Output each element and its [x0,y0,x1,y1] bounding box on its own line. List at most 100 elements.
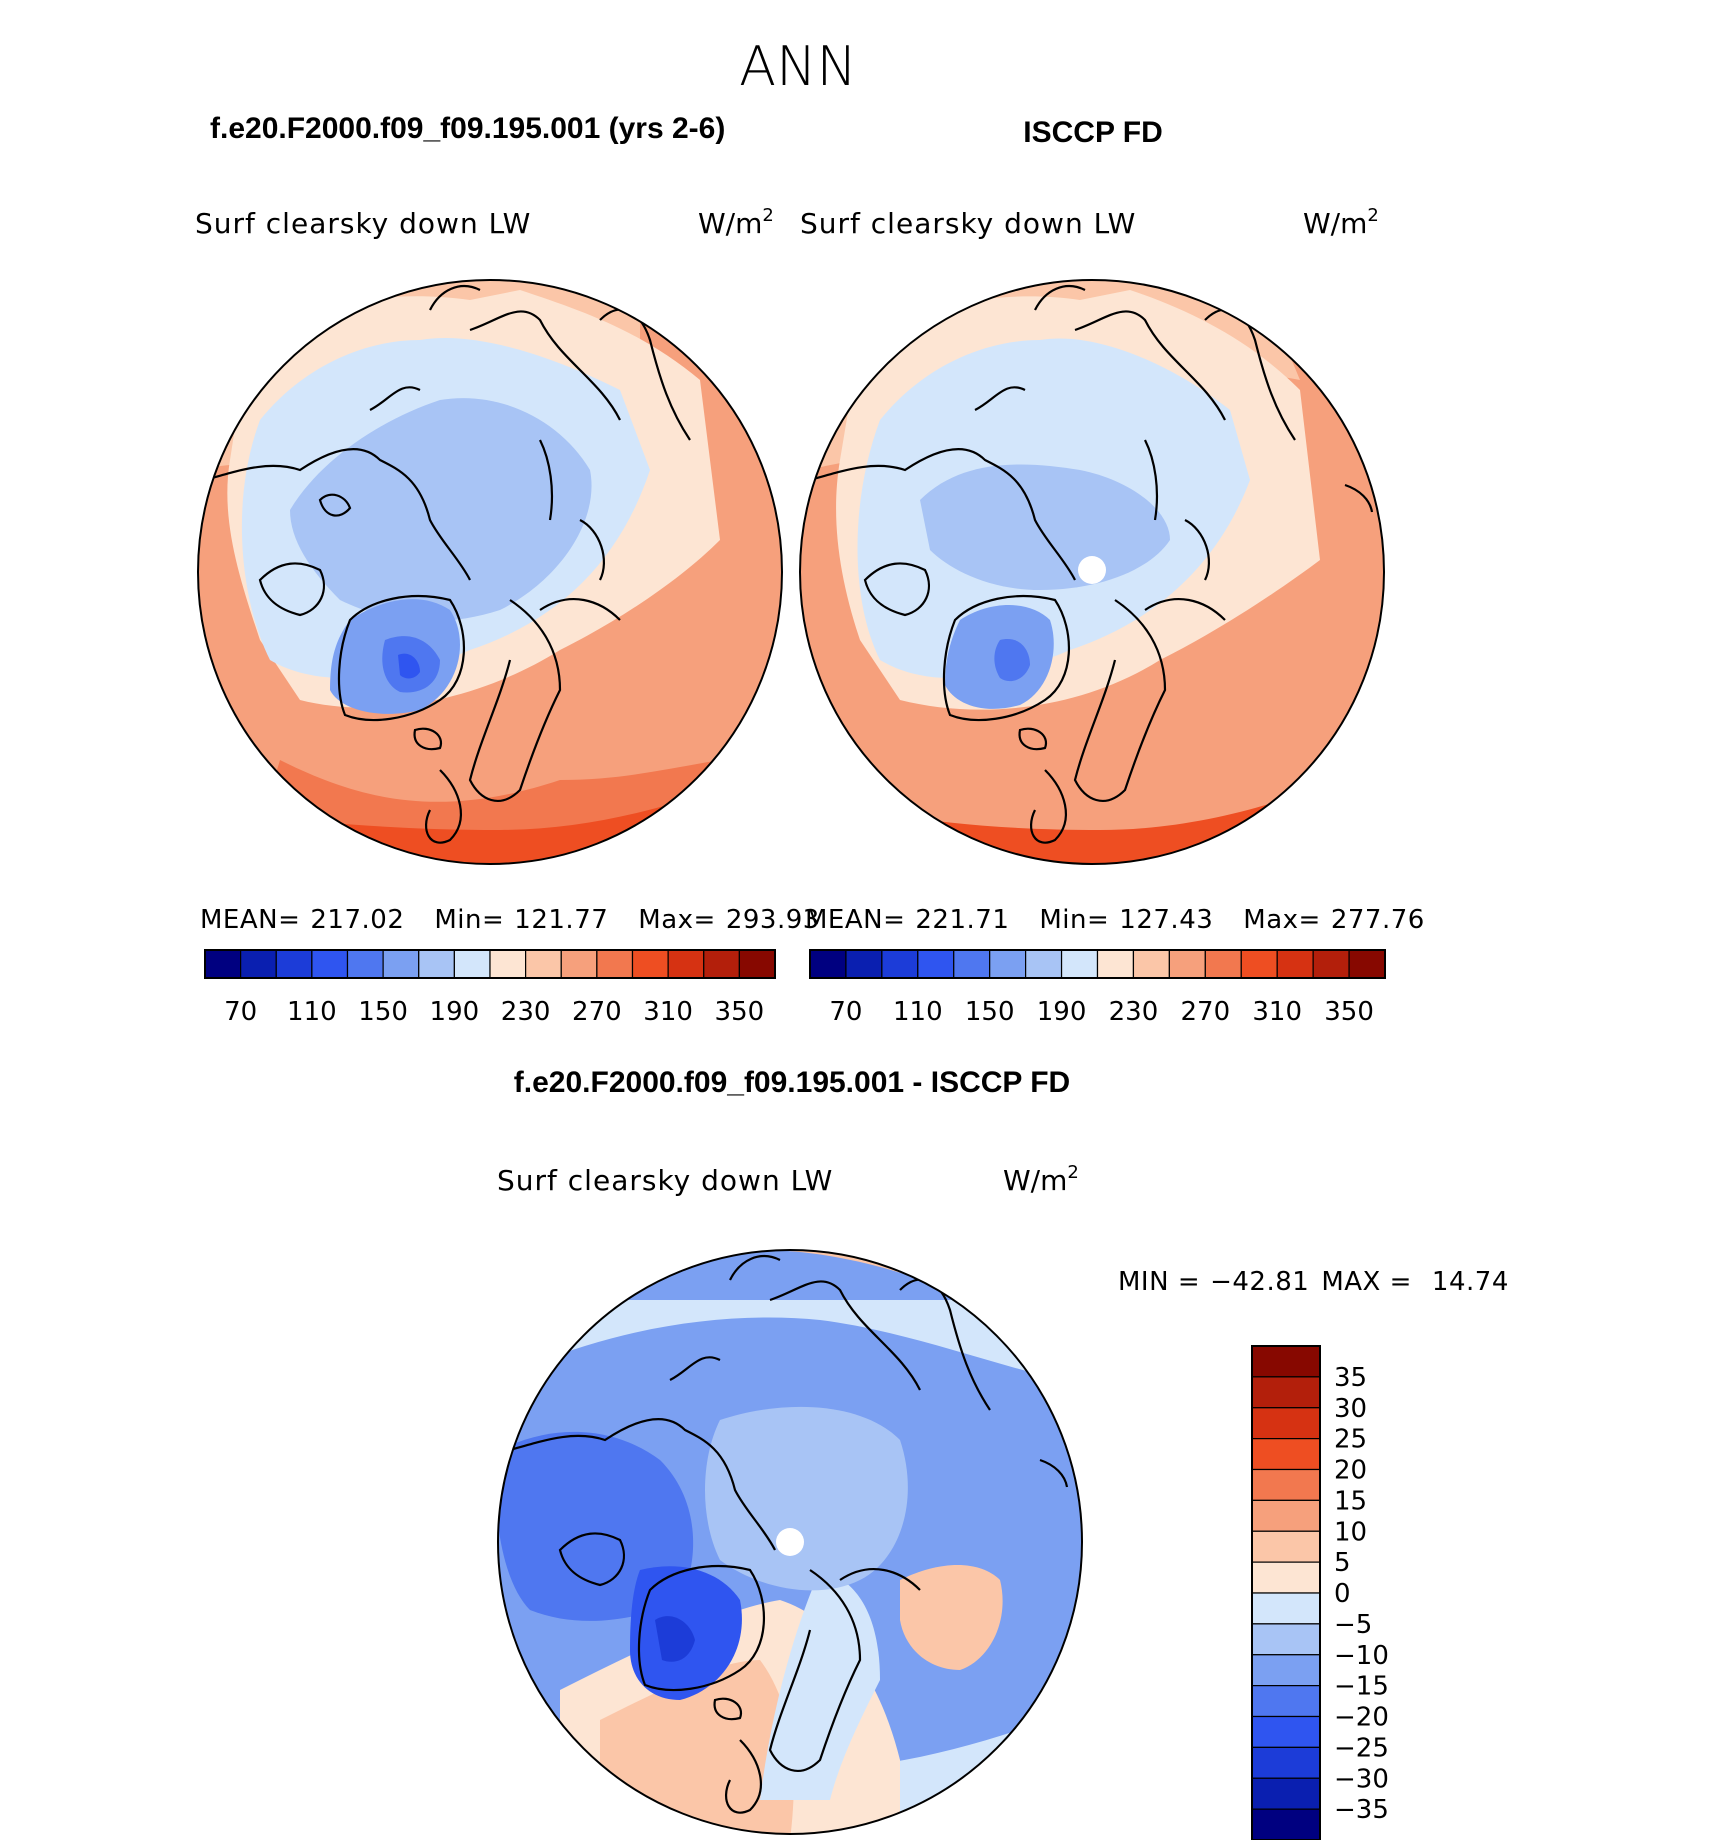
colorbar-swatch [240,949,277,979]
colorbar-outline [809,949,1386,979]
colorbar-swatch [453,949,491,979]
colorbar-swatch [1251,1685,1321,1718]
colorbar-outline [1251,1345,1321,1840]
colorbar-tick-label: 230 [1109,997,1159,1027]
colorbar-tick-label: 30 [1334,1394,1367,1424]
panel2-variable-label: Surf clearsky down LW [800,207,1136,240]
colorbar-swatch [1251,1530,1321,1563]
colorbar-tick-label: 190 [430,997,480,1027]
panel2-stats: MEAN= 221.71 Min= 127.43 Max= 277.76 [805,905,1425,935]
colorbar-swatch [1251,1438,1321,1471]
colorbar-tick-label: 70 [224,997,257,1027]
colorbar-tick-label: −20 [1334,1703,1389,1733]
colorbar-swatch [1251,1746,1321,1779]
colorbar-swatch [989,949,1027,979]
colorbar-swatch [1312,949,1350,979]
colorbar-tick-label: 350 [1324,997,1374,1027]
colorbar-swatch [1251,1499,1321,1532]
panel1-colorbar: 70 110 150 190 230 270 310 350 [204,949,776,1027]
colorbar-swatch [382,949,420,979]
colorbar-swatch [418,949,455,979]
colorbar-swatch [881,949,919,979]
colorbar-tick-label: 190 [1037,997,1087,1027]
panel1-stats: MEAN= 217.02 Min= 121.77 Max= 293.93 [200,905,820,935]
colorbar-tick-label: 10 [1334,1517,1367,1547]
colorbar-swatch [1240,949,1278,979]
colorbar-swatch [667,949,705,979]
colorbar-swatch [1251,1623,1321,1656]
colorbar-swatch [1251,1654,1321,1687]
colorbar-swatch [1276,949,1314,979]
colorbar-swatch [1251,1777,1321,1810]
panel2-colorbar: 70 110 150 190 230 270 310 350 [809,949,1386,1027]
colorbar-tick-label: 310 [643,997,693,1027]
panel3-title: f.e20.F2000.f09_f09.195.001 - ISCCP FD [514,1066,1070,1099]
colorbar-swatch [1251,1561,1321,1594]
colorbar-tick-label: 230 [501,997,551,1027]
colorbar-tick-label: −10 [1334,1641,1389,1671]
panel2-title: ISCCP FD [1023,116,1162,149]
panel2-units: W/m2 [1303,205,1379,240]
colorbar-swatch [311,949,349,979]
colorbar-tick-label: −15 [1334,1672,1389,1702]
colorbar-tick-label: 20 [1334,1456,1367,1486]
colorbar-swatch [917,949,955,979]
panel2-map [800,280,1384,864]
colorbar-tick-label: 270 [1180,997,1230,1027]
colorbar-tick-label: 15 [1334,1486,1367,1516]
colorbar-tick-label: −5 [1334,1610,1372,1640]
colorbar-swatch [1251,1808,1321,1840]
colorbar-swatch [596,949,634,979]
colorbar-tick-label: 5 [1334,1548,1351,1578]
colorbar-swatch [1348,949,1386,979]
colorbar-swatch [204,949,242,979]
colorbar-swatch [703,949,740,979]
panel3-stats: MIN = −42.81 MAX = 14.74 [1118,1267,1509,1297]
panel3-map [498,1250,1082,1834]
colorbar-swatch [1251,1715,1321,1748]
colorbar-swatch [489,949,527,979]
colorbar-tick-label: −30 [1334,1764,1389,1794]
colorbar-tick-label: 70 [829,997,862,1027]
colorbar-swatch [560,949,598,979]
colorbar-swatch [631,949,669,979]
panel1-variable-label: Surf clearsky down LW [195,207,531,240]
colorbar-swatch [275,949,313,979]
colorbar-tick-label: 0 [1334,1579,1351,1609]
colorbar-tick-label: 25 [1334,1425,1367,1455]
colorbar-swatch [738,949,776,979]
panel3-units: W/m2 [1003,1162,1079,1197]
colorbar-tick-label: −35 [1334,1795,1389,1825]
panel1-map-border [197,279,783,865]
panel3-map-border [497,1249,1083,1835]
colorbar-swatch [1168,949,1206,979]
page-title: ANN [739,35,857,98]
colorbar-swatch [953,949,991,979]
colorbar-swatch [1251,1407,1321,1440]
colorbar-swatch [1025,949,1063,979]
panel3-variable-label: Surf clearsky down LW [497,1164,833,1197]
colorbar-swatch [1096,949,1135,979]
colorbar-tick-label: −25 [1334,1733,1389,1763]
colorbar-swatch [845,949,883,979]
colorbar-tick-label: 110 [287,997,337,1027]
colorbar-tick-label: 310 [1252,997,1302,1027]
colorbar-tick-label: 350 [715,997,765,1027]
colorbar-swatch [1251,1345,1321,1378]
colorbar-swatch [1060,949,1099,979]
panel1-units: W/m2 [698,205,774,240]
colorbar-swatch [1251,1376,1321,1409]
colorbar-tick-label: 270 [572,997,622,1027]
colorbar-swatch [1251,1592,1321,1625]
colorbar-tick-label: 110 [893,997,943,1027]
colorbar-tick-label: 150 [358,997,408,1027]
colorbar-tick-label: 150 [965,997,1015,1027]
colorbar-swatch [1132,949,1170,979]
colorbar-swatch [346,949,384,979]
panel2-map-border [799,279,1385,865]
colorbar-swatch [1204,949,1242,979]
colorbar-swatch [809,949,847,979]
colorbar-swatch [525,949,562,979]
